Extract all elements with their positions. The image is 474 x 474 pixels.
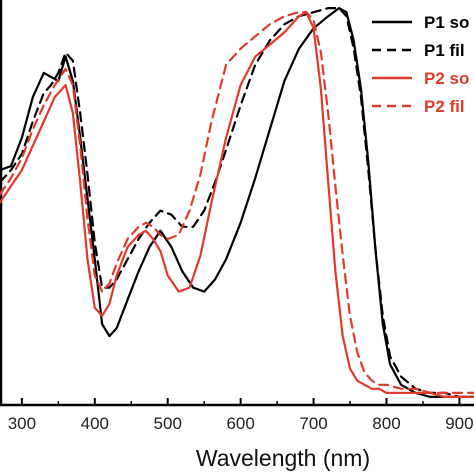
legend: P1 so P1 fil P2 so P2 fil bbox=[372, 13, 469, 116]
x-tick-label: 300 bbox=[8, 414, 36, 433]
series-line-p1-fil bbox=[0, 7, 474, 398]
legend-label: P2 so bbox=[424, 69, 469, 88]
x-tick-label: 500 bbox=[154, 414, 182, 433]
x-tick-label: 800 bbox=[372, 414, 400, 433]
legend-label: P1 fil bbox=[424, 41, 465, 60]
series-line-p2-so bbox=[0, 11, 474, 398]
x-tick-label: 900 bbox=[445, 414, 473, 433]
x-axis-label: Wavelength (nm) bbox=[196, 445, 370, 471]
series-layer bbox=[0, 7, 474, 398]
series-line-p1-so bbox=[0, 7, 474, 398]
series-line-p2-fil bbox=[0, 11, 474, 394]
legend-label: P2 fil bbox=[424, 97, 465, 116]
legend-label: P1 so bbox=[424, 13, 469, 32]
x-tick-label: 600 bbox=[226, 414, 254, 433]
x-tick-label: 400 bbox=[81, 414, 109, 433]
x-tick-label: 700 bbox=[299, 414, 327, 433]
plot-area bbox=[0, 0, 474, 407]
x-axis-ticks: 300 400 500 600 700 800 900 bbox=[8, 398, 474, 433]
